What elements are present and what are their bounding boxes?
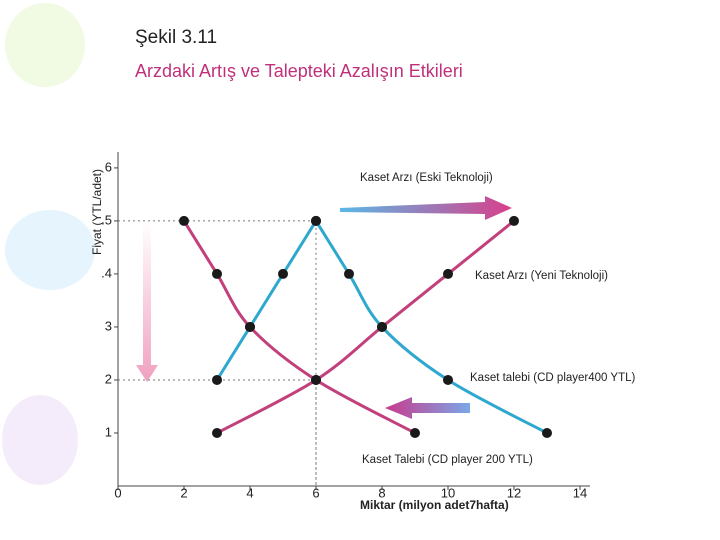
y-tick-label: .5 xyxy=(101,212,112,227)
point xyxy=(377,321,387,332)
x-tick-label: 8 xyxy=(378,485,385,500)
arrow-right xyxy=(340,196,512,220)
curve xyxy=(215,220,318,381)
point xyxy=(344,268,354,279)
point xyxy=(443,374,453,385)
x-tick-label: 2 xyxy=(180,485,187,500)
series-label: Kaset Talebi (CD player 200 YTL) xyxy=(362,454,533,466)
x-axis-label: Miktar (milyon adet7hafta) xyxy=(360,498,509,512)
series-label: Kaset talebi (CD player400 YTL) xyxy=(470,372,636,384)
y-tick-label: 6 xyxy=(105,159,112,174)
arrow-down xyxy=(136,222,158,382)
y-axis-label: Fiyat (YTL/adet) xyxy=(90,169,104,255)
curve xyxy=(216,219,515,435)
point xyxy=(245,321,255,332)
series-label: Kaset Arzı (Yeni Teknoloji) xyxy=(475,270,608,282)
x-tick-label: 14 xyxy=(573,485,587,500)
x-tick-label: 0 xyxy=(114,485,121,500)
x-tick-label: 10 xyxy=(441,485,455,500)
chart-title: Şekil 3.11 xyxy=(135,27,217,48)
y-tick-label: 2 xyxy=(105,371,112,386)
point xyxy=(179,215,189,226)
y-tick-label: .4 xyxy=(101,265,112,280)
curve xyxy=(314,220,548,435)
point xyxy=(311,215,321,226)
point xyxy=(212,268,222,279)
curve xyxy=(182,220,416,435)
x-tick-label: 6 xyxy=(312,485,319,500)
chart-subtitle: Arzdaki Artış ve Talepteki Azalışın Etki… xyxy=(135,61,463,81)
point xyxy=(311,374,321,385)
point xyxy=(278,268,288,279)
decor xyxy=(2,3,95,485)
point xyxy=(212,427,222,438)
y-tick-label: 3 xyxy=(105,318,112,333)
point xyxy=(443,268,453,279)
point xyxy=(509,215,519,226)
y-tick-label: 1 xyxy=(105,424,112,439)
arrow-left xyxy=(385,397,470,419)
point xyxy=(410,427,420,438)
guide-line xyxy=(118,379,317,486)
series-label: Kaset Arzı (Eski Teknoloji) xyxy=(360,172,493,184)
point xyxy=(212,374,222,385)
x-tick-label: 4 xyxy=(246,485,253,500)
point xyxy=(542,427,552,438)
x-tick-label: 12 xyxy=(507,485,521,500)
